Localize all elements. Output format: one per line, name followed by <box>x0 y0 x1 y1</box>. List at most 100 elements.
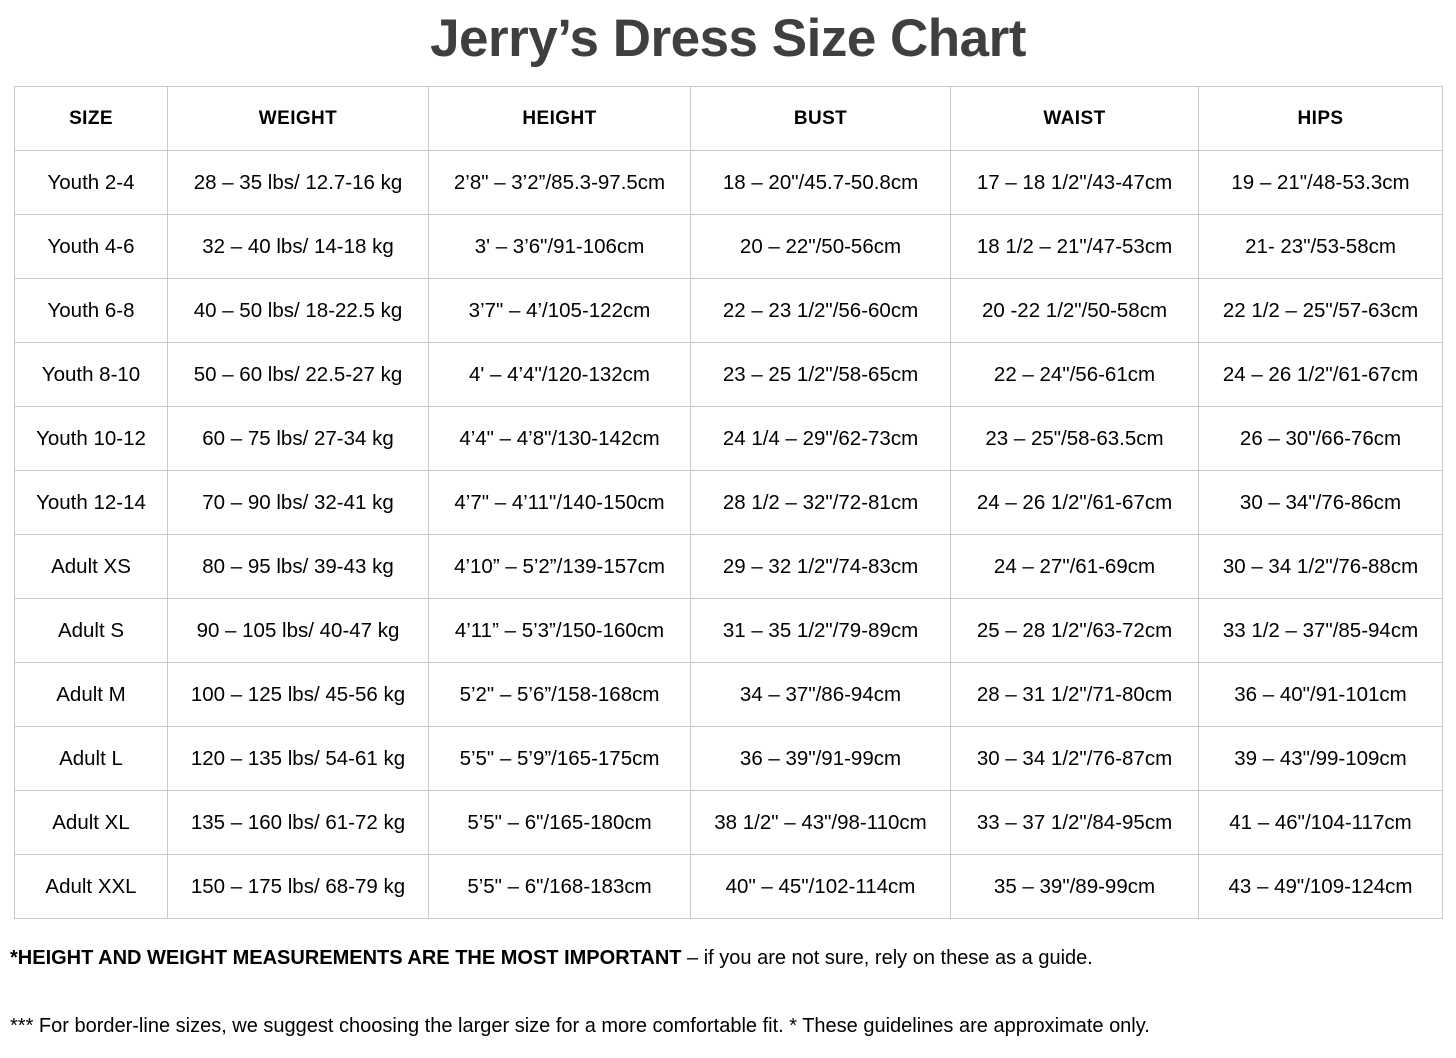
cell-height: 4’11” – 5’3”/150-160cm <box>428 598 691 663</box>
cell-bust: 23 – 25 1/2"/58-65cm <box>690 342 951 407</box>
cell-height: 2’8" – 3’2”/85.3-97.5cm <box>428 150 691 215</box>
cell-waist: 22 – 24"/56-61cm <box>950 342 1199 407</box>
cell-bust: 38 1/2" – 43"/98-110cm <box>690 790 951 855</box>
cell-height: 3' – 3’6"/91-106cm <box>428 214 691 279</box>
table-row: Adult M 100 – 125 lbs/ 45-56 kg 5’2" – 5’6… <box>14 662 1443 727</box>
notes-section: *HEIGHT AND WEIGHT MEASUREMENTS ARE THE … <box>10 946 1440 1038</box>
cell-size: Youth 4-6 <box>14 214 168 279</box>
size-chart-table-wrap: SIZE WEIGHT HEIGHT BUST WAIST HIPS Youth… <box>14 86 1443 919</box>
page-title: Jerry’s Dress Size Chart <box>430 9 1026 68</box>
cell-bust: 40" – 45"/102-114cm <box>690 854 951 919</box>
cell-weight: 40 – 50 lbs/ 18-22.5 kg <box>167 278 429 343</box>
cell-hips: 19 – 21"/48-53.3cm <box>1198 150 1443 215</box>
cell-size: Youth 10-12 <box>14 406 168 471</box>
table-header: SIZE WEIGHT HEIGHT BUST WAIST HIPS <box>14 86 1443 151</box>
cell-height: 4’4" – 4’8"/130-142cm <box>428 406 691 471</box>
cell-waist: 23 – 25"/58-63.5cm <box>950 406 1199 471</box>
cell-waist: 30 – 34 1/2"/76-87cm <box>950 726 1199 791</box>
cell-height: 5’5" – 6"/165-180cm <box>428 790 691 855</box>
cell-weight: 100 – 125 lbs/ 45-56 kg <box>167 662 429 727</box>
table-row: Youth 8-10 50 – 60 lbs/ 22.5-27 kg 4' – 4’… <box>14 342 1443 407</box>
column-header-hips: HIPS <box>1198 86 1443 151</box>
cell-weight: 80 – 95 lbs/ 39-43 kg <box>167 534 429 599</box>
cell-hips: 30 – 34"/76-86cm <box>1198 470 1443 535</box>
table-row: Youth 4-6 32 – 40 lbs/ 14-18 kg 3' – 3’6"/… <box>14 214 1443 279</box>
cell-height: 4' – 4’4"/120-132cm <box>428 342 691 407</box>
cell-waist: 20 -22 1/2"/50-58cm <box>950 278 1199 343</box>
cell-hips: 30 – 34 1/2"/76-88cm <box>1198 534 1443 599</box>
cell-hips: 36 – 40"/91-101cm <box>1198 662 1443 727</box>
table-row: Youth 2-4 28 – 35 lbs/ 12.7-16 kg 2’8" – 3… <box>14 150 1443 215</box>
table-row: Adult S 90 – 105 lbs/ 40-47 kg 4’11” – 5’3… <box>14 598 1443 663</box>
table-row: Adult L 120 – 135 lbs/ 54-61 kg 5’5" – 5’9… <box>14 726 1443 791</box>
cell-waist: 17 – 18 1/2"/43-47cm <box>950 150 1199 215</box>
cell-weight: 120 – 135 lbs/ 54-61 kg <box>167 726 429 791</box>
cell-weight: 50 – 60 lbs/ 22.5-27 kg <box>167 342 429 407</box>
header-row: SIZE WEIGHT HEIGHT BUST WAIST HIPS <box>14 86 1443 151</box>
cell-waist: 35 – 39"/89-99cm <box>950 854 1199 919</box>
cell-size: Adult M <box>14 662 168 727</box>
cell-bust: 22 – 23 1/2"/56-60cm <box>690 278 951 343</box>
cell-hips: 39 – 43"/99-109cm <box>1198 726 1443 791</box>
cell-size: Youth 6-8 <box>14 278 168 343</box>
cell-height: 3’7" – 4’/105-122cm <box>428 278 691 343</box>
note-height-weight-emphasis: *HEIGHT AND WEIGHT MEASUREMENTS ARE THE … <box>10 947 682 969</box>
cell-waist: 28 – 31 1/2"/71-80cm <box>950 662 1199 727</box>
cell-waist: 24 – 27"/61-69cm <box>950 534 1199 599</box>
cell-size: Adult XS <box>14 534 168 599</box>
cell-waist: 25 – 28 1/2"/63-72cm <box>950 598 1199 663</box>
note-height-weight: *HEIGHT AND WEIGHT MEASUREMENTS ARE THE … <box>10 946 1440 970</box>
cell-hips: 43 – 49"/109-124cm <box>1198 854 1443 919</box>
table-row: Adult XXL 150 – 175 lbs/ 68-79 kg 5’5" – 6… <box>14 854 1443 919</box>
cell-bust: 34 – 37"/86-94cm <box>690 662 951 727</box>
table-body: Youth 2-4 28 – 35 lbs/ 12.7-16 kg 2’8" – 3… <box>14 150 1443 919</box>
cell-size: Adult S <box>14 598 168 663</box>
cell-hips: 21- 23"/53-58cm <box>1198 214 1443 279</box>
cell-weight: 150 – 175 lbs/ 68-79 kg <box>167 854 429 919</box>
cell-weight: 60 – 75 lbs/ 27-34 kg <box>167 406 429 471</box>
cell-bust: 20 – 22"/50-56cm <box>690 214 951 279</box>
cell-waist: 18 1/2 – 21"/47-53cm <box>950 214 1199 279</box>
cell-bust: 28 1/2 – 32"/72-81cm <box>690 470 951 535</box>
cell-weight: 32 – 40 lbs/ 14-18 kg <box>167 214 429 279</box>
column-header-height: HEIGHT <box>428 86 691 151</box>
table-row: Adult XL 135 – 160 lbs/ 61-72 kg 5’5" – 6"… <box>14 790 1443 855</box>
cell-bust: 24 1/4 – 29"/62-73cm <box>690 406 951 471</box>
cell-height: 4’7" – 4’11"/140-150cm <box>428 470 691 535</box>
cell-hips: 22 1/2 – 25"/57-63cm <box>1198 278 1443 343</box>
cell-bust: 18 – 20"/45.7-50.8cm <box>690 150 951 215</box>
column-header-weight: WEIGHT <box>167 86 429 151</box>
cell-size: Adult XXL <box>14 854 168 919</box>
column-header-waist: WAIST <box>950 86 1199 151</box>
cell-waist: 33 – 37 1/2"/84-95cm <box>950 790 1199 855</box>
cell-height: 5’2" – 5’6”/158-168cm <box>428 662 691 727</box>
cell-hips: 24 – 26 1/2"/61-67cm <box>1198 342 1443 407</box>
cell-height: 4’10” – 5’2”/139-157cm <box>428 534 691 599</box>
cell-height: 5’5" – 6"/168-183cm <box>428 854 691 919</box>
table-row: Youth 12-14 70 – 90 lbs/ 32-41 kg 4’7" – 4… <box>14 470 1443 535</box>
cell-weight: 28 – 35 lbs/ 12.7-16 kg <box>167 150 429 215</box>
note-borderline-sizes: *** For border-line sizes, we suggest ch… <box>10 1015 1150 1037</box>
cell-bust: 31 – 35 1/2"/79-89cm <box>690 598 951 663</box>
cell-height: 5’5" – 5’9”/165-175cm <box>428 726 691 791</box>
cell-bust: 29 – 32 1/2"/74-83cm <box>690 534 951 599</box>
cell-size: Adult XL <box>14 790 168 855</box>
cell-weight: 70 – 90 lbs/ 32-41 kg <box>167 470 429 535</box>
cell-size: Youth 2-4 <box>14 150 168 215</box>
size-chart-table: SIZE WEIGHT HEIGHT BUST WAIST HIPS Youth… <box>14 86 1443 919</box>
cell-weight: 90 – 105 lbs/ 40-47 kg <box>167 598 429 663</box>
cell-size: Adult L <box>14 726 168 791</box>
cell-size: Youth 12-14 <box>14 470 168 535</box>
cell-size: Youth 8-10 <box>14 342 168 407</box>
cell-hips: 33 1/2 – 37"/85-94cm <box>1198 598 1443 663</box>
cell-hips: 26 – 30"/66-76cm <box>1198 406 1443 471</box>
table-row: Youth 10-12 60 – 75 lbs/ 27-34 kg 4’4" – 4… <box>14 406 1443 471</box>
column-header-size: SIZE <box>14 86 168 151</box>
table-row: Adult XS 80 – 95 lbs/ 39-43 kg 4’10” – 5’2… <box>14 534 1443 599</box>
cell-weight: 135 – 160 lbs/ 61-72 kg <box>167 790 429 855</box>
column-header-bust: BUST <box>690 86 951 151</box>
cell-bust: 36 – 39"/91-99cm <box>690 726 951 791</box>
note-height-weight-rest: – if you are not sure, rely on these as … <box>681 947 1093 969</box>
table-row: Youth 6-8 40 – 50 lbs/ 18-22.5 kg 3’7" – 4… <box>14 278 1443 343</box>
